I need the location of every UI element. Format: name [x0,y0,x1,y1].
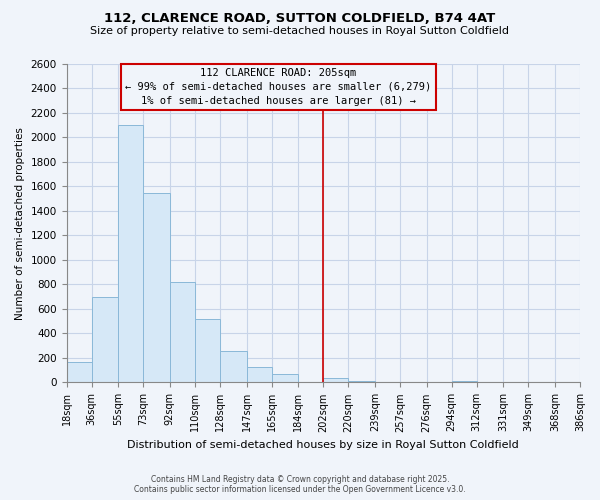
Text: 112, CLARENCE ROAD, SUTTON COLDFIELD, B74 4AT: 112, CLARENCE ROAD, SUTTON COLDFIELD, B7… [104,12,496,26]
Bar [272,374,298,382]
X-axis label: Distribution of semi-detached houses by size in Royal Sutton Coldfield: Distribution of semi-detached houses by … [127,440,519,450]
Bar [323,378,349,382]
Bar [452,381,477,382]
Text: Size of property relative to semi-detached houses in Royal Sutton Coldfield: Size of property relative to semi-detach… [91,26,509,36]
Bar [92,296,118,382]
Bar [67,362,92,382]
Bar [118,125,143,382]
Y-axis label: Number of semi-detached properties: Number of semi-detached properties [15,127,25,320]
Bar [195,319,220,382]
Text: 112 CLARENCE ROAD: 205sqm
← 99% of semi-detached houses are smaller (6,279)
1% o: 112 CLARENCE ROAD: 205sqm ← 99% of semi-… [125,68,432,106]
Bar [220,351,247,382]
Bar [170,282,195,382]
Bar [349,381,375,382]
Bar [247,366,272,382]
Text: Contains HM Land Registry data © Crown copyright and database right 2025.
Contai: Contains HM Land Registry data © Crown c… [134,474,466,494]
Bar [143,192,170,382]
